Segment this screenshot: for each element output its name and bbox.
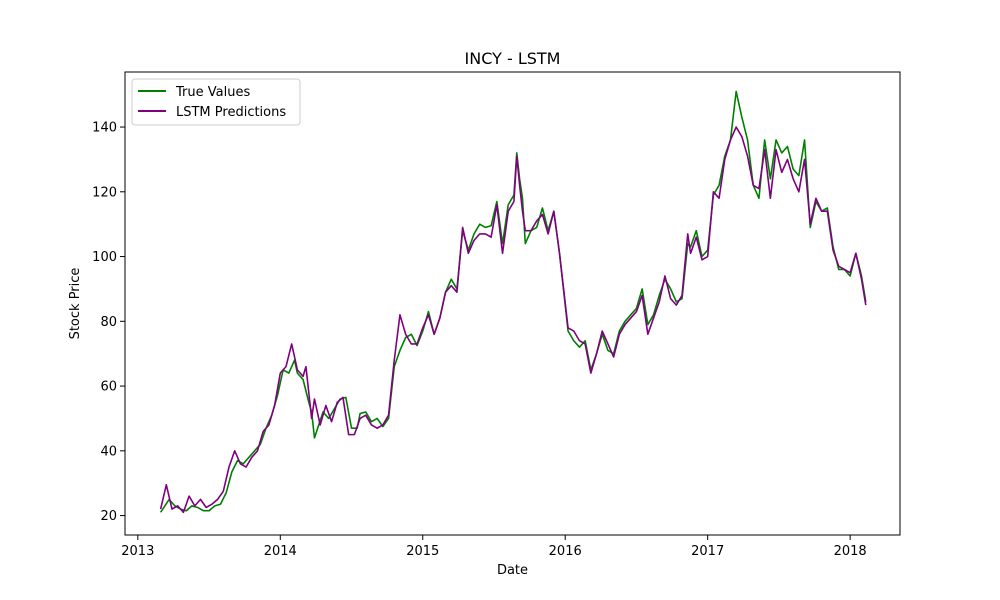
y-tick-label: 60: [100, 380, 117, 395]
x-tick-label: 2015: [406, 544, 439, 559]
series-lines: [159, 90, 867, 514]
y-tick-label: 140: [92, 121, 117, 136]
plot-frame: [124, 71, 901, 536]
x-tick-label: 2014: [264, 544, 297, 559]
legend-box: [131, 78, 301, 126]
y-axis-ticks: 20 40 60 80 100 120 140: [92, 121, 125, 524]
y-tick-label: 40: [100, 444, 117, 459]
y-tick-label: 120: [92, 185, 117, 200]
chart-title: INCY - LSTM: [465, 49, 561, 68]
x-axis-ticks: 2013 2014 2015 2016 2017 2018: [121, 535, 867, 559]
y-tick-label: 80: [100, 315, 117, 330]
x-axis-label: Date: [497, 563, 528, 578]
y-tick-label: 20: [100, 509, 117, 524]
x-tick-label: 2016: [549, 544, 582, 559]
plot-area: [125, 72, 900, 535]
legend-label-true-values: True Values: [175, 85, 250, 100]
y-tick-label: 100: [92, 250, 117, 265]
legend-label-lstm-predictions: LSTM Predictions: [176, 105, 286, 120]
x-tick-label: 2013: [121, 544, 154, 559]
y-axis-label: Stock Price: [68, 268, 83, 340]
x-tick-label: 2018: [834, 544, 867, 559]
legend: True Values LSTM Predictions: [131, 78, 301, 126]
x-tick-label: 2017: [691, 544, 724, 559]
series-line-lstm-predictions: [159, 126, 867, 514]
